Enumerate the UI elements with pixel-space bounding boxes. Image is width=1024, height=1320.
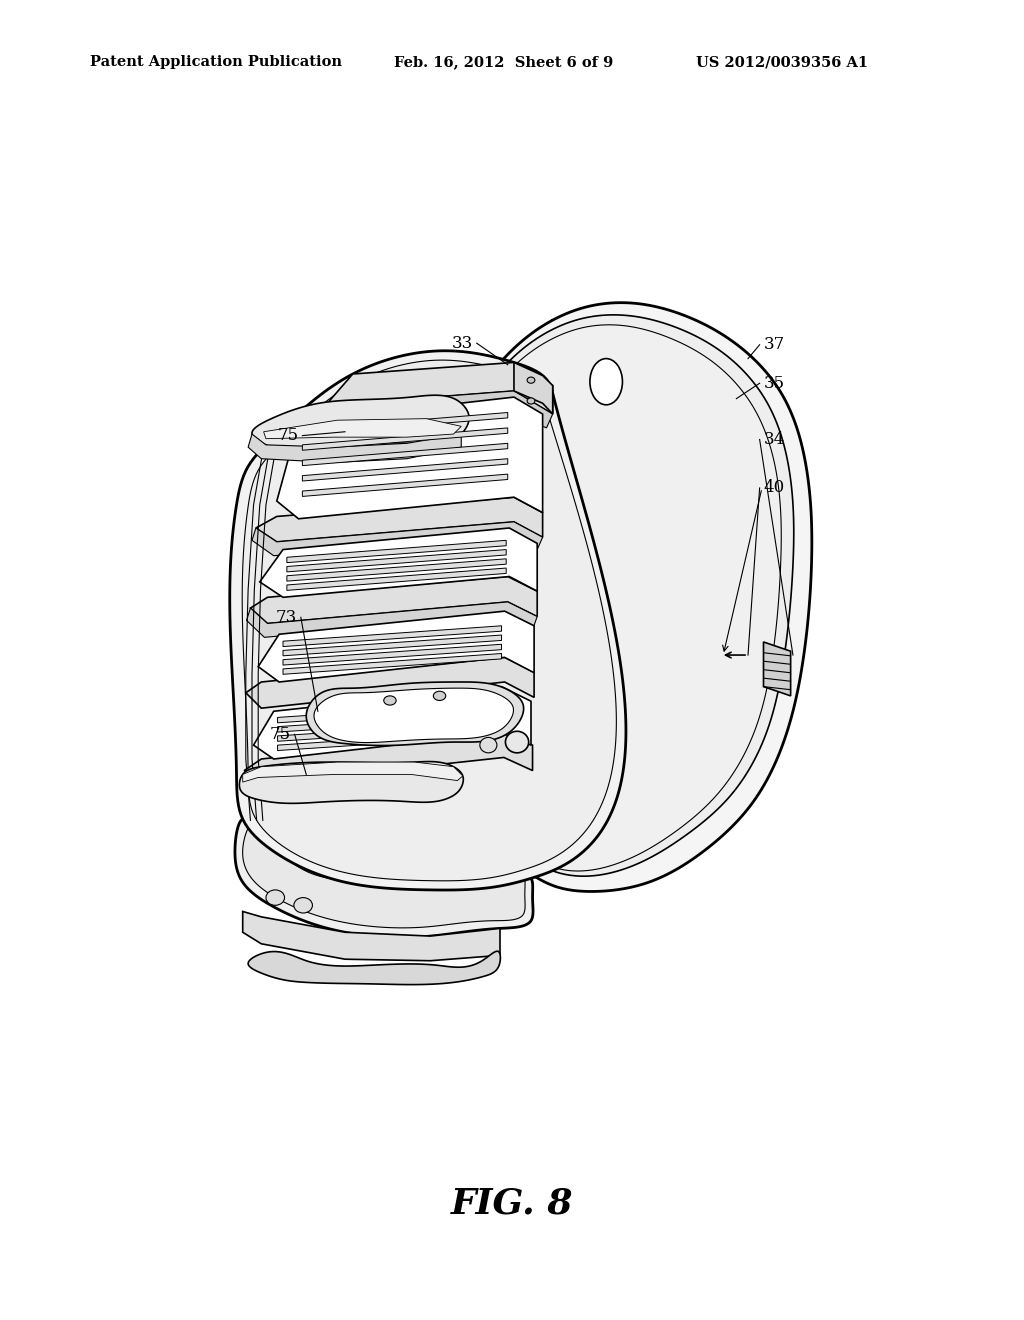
- Ellipse shape: [590, 359, 623, 405]
- Polygon shape: [287, 540, 506, 562]
- Polygon shape: [278, 730, 499, 751]
- Polygon shape: [283, 653, 502, 675]
- Polygon shape: [287, 568, 506, 590]
- Polygon shape: [422, 302, 812, 891]
- Polygon shape: [252, 395, 469, 451]
- Text: 33: 33: [452, 335, 473, 351]
- Polygon shape: [258, 611, 535, 682]
- Polygon shape: [251, 577, 538, 623]
- Ellipse shape: [480, 738, 497, 752]
- Polygon shape: [302, 412, 508, 434]
- Polygon shape: [310, 391, 553, 442]
- Polygon shape: [243, 360, 616, 880]
- Polygon shape: [287, 549, 506, 572]
- Polygon shape: [252, 521, 543, 556]
- Polygon shape: [243, 822, 525, 928]
- Polygon shape: [254, 686, 531, 759]
- Text: 34: 34: [764, 430, 784, 447]
- Polygon shape: [302, 459, 508, 480]
- Polygon shape: [283, 635, 502, 656]
- Ellipse shape: [433, 692, 445, 701]
- Polygon shape: [306, 682, 523, 746]
- Text: US 2012/0039356 A1: US 2012/0039356 A1: [696, 55, 868, 70]
- Ellipse shape: [527, 378, 535, 383]
- Text: FIG. 8: FIG. 8: [451, 1187, 573, 1221]
- Polygon shape: [314, 363, 553, 418]
- Text: 35: 35: [764, 375, 784, 392]
- Polygon shape: [278, 721, 499, 742]
- Polygon shape: [256, 498, 543, 543]
- Text: 75: 75: [269, 726, 291, 743]
- Text: 37: 37: [764, 337, 784, 354]
- Polygon shape: [245, 733, 532, 784]
- Polygon shape: [248, 434, 461, 462]
- Ellipse shape: [266, 890, 285, 906]
- Polygon shape: [243, 911, 500, 961]
- Polygon shape: [314, 688, 513, 743]
- Text: Feb. 16, 2012  Sheet 6 of 9: Feb. 16, 2012 Sheet 6 of 9: [394, 55, 613, 70]
- Text: Patent Application Publication: Patent Application Publication: [90, 55, 342, 70]
- Polygon shape: [302, 474, 508, 496]
- Polygon shape: [283, 626, 502, 647]
- Text: 40: 40: [764, 479, 784, 496]
- Polygon shape: [302, 444, 508, 466]
- Polygon shape: [263, 418, 461, 438]
- Polygon shape: [302, 428, 508, 450]
- Ellipse shape: [294, 898, 312, 913]
- Polygon shape: [764, 642, 791, 696]
- Polygon shape: [276, 397, 543, 519]
- Polygon shape: [432, 325, 781, 871]
- Polygon shape: [278, 702, 499, 723]
- Polygon shape: [246, 657, 535, 708]
- Ellipse shape: [384, 696, 396, 705]
- Polygon shape: [260, 528, 538, 597]
- Text: 73: 73: [275, 609, 297, 626]
- Polygon shape: [243, 762, 463, 781]
- Polygon shape: [283, 644, 502, 665]
- Polygon shape: [248, 952, 501, 985]
- Ellipse shape: [527, 397, 535, 404]
- Polygon shape: [287, 558, 506, 581]
- Text: 75: 75: [278, 428, 299, 444]
- Polygon shape: [426, 315, 794, 876]
- Polygon shape: [278, 711, 499, 733]
- Polygon shape: [234, 818, 534, 937]
- Polygon shape: [514, 363, 553, 414]
- Polygon shape: [247, 602, 538, 638]
- Ellipse shape: [506, 731, 528, 752]
- Polygon shape: [240, 762, 463, 804]
- Polygon shape: [229, 351, 626, 890]
